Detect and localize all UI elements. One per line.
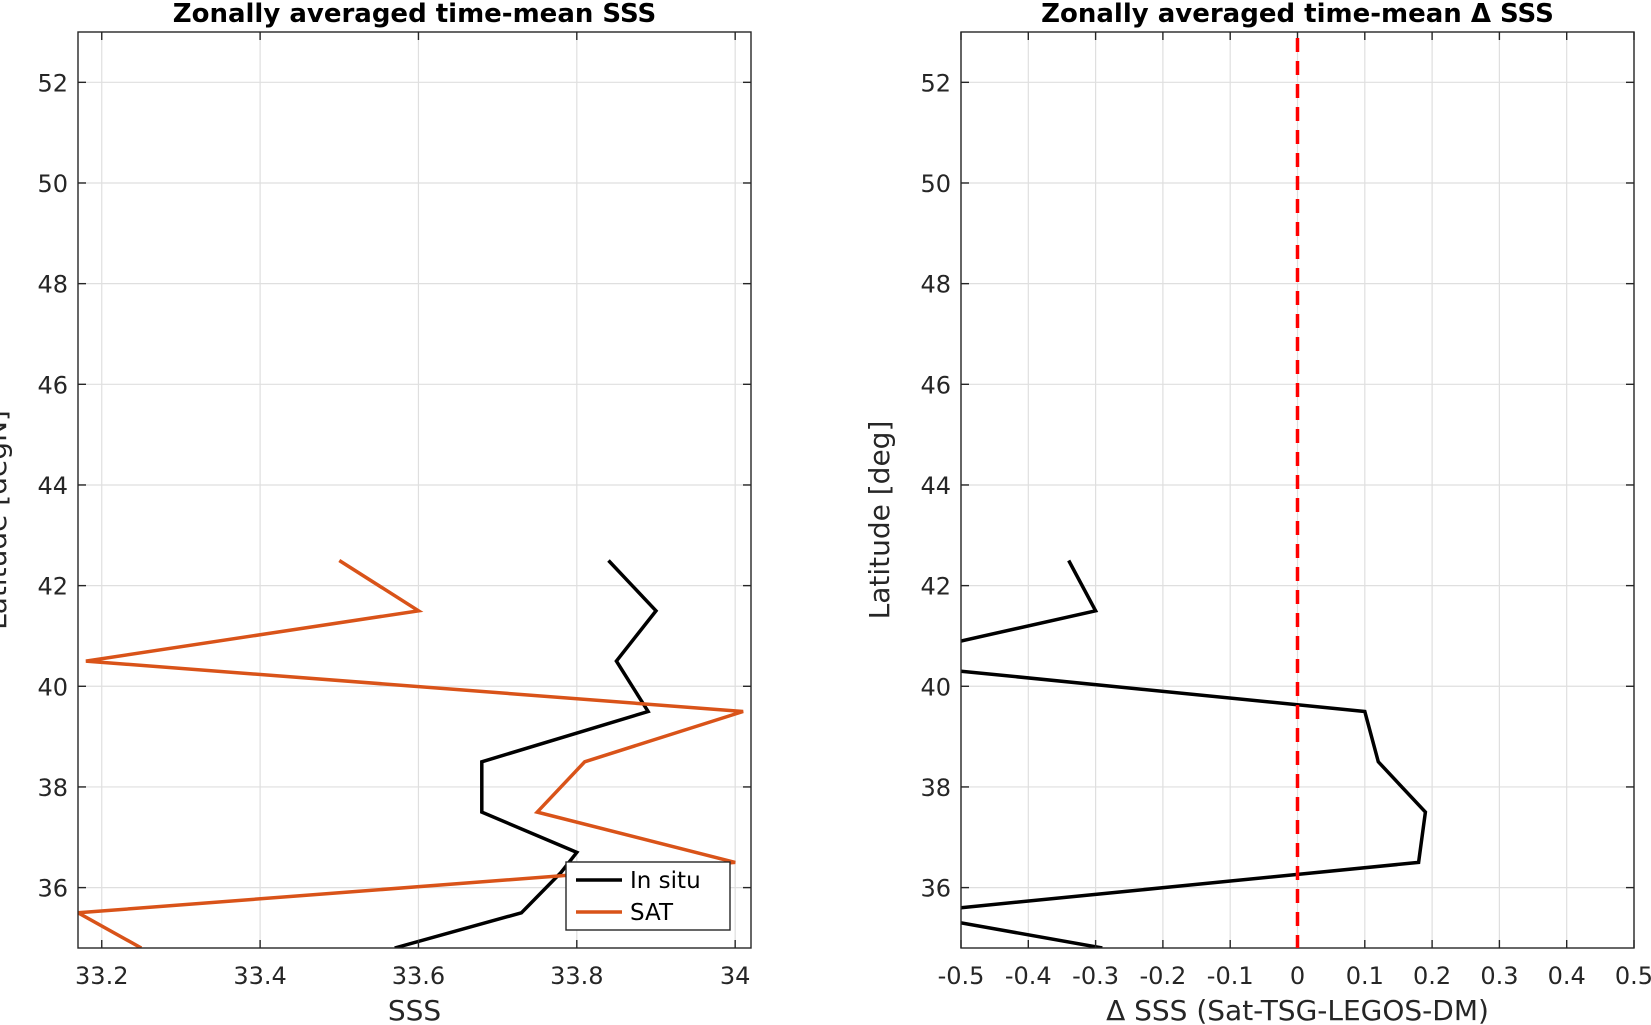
x-tick-label: 0.2 bbox=[1413, 962, 1451, 990]
axes-frame bbox=[77, 31, 752, 949]
series-layer bbox=[78, 559, 744, 948]
x-tick-label: -0.1 bbox=[1207, 962, 1254, 990]
legend-box bbox=[565, 861, 731, 931]
x-tick-label: -0.3 bbox=[1072, 962, 1119, 990]
in-situ-series-line bbox=[394, 559, 659, 948]
y-tick-label: 50 bbox=[920, 170, 951, 198]
y-tick-label: 46 bbox=[920, 371, 951, 399]
y-tick-label: 38 bbox=[37, 774, 68, 802]
y-tick-label: 50 bbox=[37, 170, 68, 198]
y-tick-label: 36 bbox=[920, 875, 951, 903]
y-tick-label: 42 bbox=[37, 573, 68, 601]
y-tick-label: 40 bbox=[920, 673, 951, 701]
delta-sss-panel: -0.5 -0.4 -0.3 -0.2 -0.1 0 0.1 0.2 0.3 0.4 0.5 36 38… bbox=[863, 0, 1651, 1025]
x-tick-label: 33.4 bbox=[233, 962, 286, 990]
grid-lines bbox=[78, 32, 751, 948]
y-tick-label: 38 bbox=[920, 774, 951, 802]
x-tick-label: -0.5 bbox=[938, 962, 985, 990]
legend-label-sat: SAT bbox=[630, 900, 674, 926]
x-tick-label: -0.2 bbox=[1139, 962, 1186, 990]
delta-sss-series-line bbox=[961, 669, 1428, 910]
legend: In situ SAT bbox=[565, 861, 731, 931]
sat-series-line bbox=[78, 559, 744, 948]
tick-layer: -0.5 -0.4 -0.3 -0.2 -0.1 0 0.1 0.2 0.3 0.4 0.5 36 38… bbox=[920, 32, 1651, 990]
sss-panel: 33.2 33.4 33.6 33.8 34 36 38 40 42 44 46 48 50 52 Zon… bbox=[0, 0, 752, 1025]
chart-title: Zonally averaged time-mean SSS bbox=[173, 0, 657, 29]
y-tick-label: 52 bbox=[920, 69, 951, 97]
x-tick-label: 0.3 bbox=[1480, 962, 1518, 990]
y-tick-label: 48 bbox=[920, 271, 951, 299]
y-tick-label: 44 bbox=[37, 472, 68, 500]
x-tick-label: 0.5 bbox=[1615, 962, 1651, 990]
x-tick-label: 33.8 bbox=[550, 962, 603, 990]
x-tick-label: -0.4 bbox=[1005, 962, 1052, 990]
y-tick-label: 44 bbox=[920, 472, 951, 500]
x-tick-label: 34 bbox=[720, 962, 751, 990]
y-tick-label: 52 bbox=[37, 69, 68, 97]
x-tick-label: 0.1 bbox=[1346, 962, 1384, 990]
y-tick-label: 36 bbox=[37, 875, 68, 903]
x-tick-label: 33.2 bbox=[75, 962, 128, 990]
series-layer bbox=[961, 559, 1428, 948]
tick-layer: 33.2 33.4 33.6 33.8 34 36 38 40 42 44 46 48 50 52 bbox=[37, 32, 751, 990]
x-tick-label: 0.4 bbox=[1548, 962, 1586, 990]
chart-title: Zonally averaged time-mean Δ SSS bbox=[1041, 0, 1554, 29]
y-axis-label: Latitude [deg] bbox=[863, 421, 896, 620]
x-axis-label: Δ SSS (Sat-TSG-LEGOS-DM) bbox=[1106, 994, 1489, 1025]
y-tick-label: 42 bbox=[920, 573, 951, 601]
x-tick-label: 0 bbox=[1290, 962, 1305, 990]
y-tick-label: 40 bbox=[37, 673, 68, 701]
y-tick-label: 48 bbox=[37, 271, 68, 299]
x-tick-label: 33.6 bbox=[392, 962, 445, 990]
legend-label-in-situ: In situ bbox=[630, 868, 701, 894]
delta-sss-series-line bbox=[961, 921, 1103, 948]
x-axis-label: SSS bbox=[388, 994, 441, 1025]
delta-sss-series-line bbox=[961, 559, 1099, 643]
y-tick-label: 46 bbox=[37, 371, 68, 399]
y-axis-label: Latitude [degN] bbox=[0, 410, 13, 630]
